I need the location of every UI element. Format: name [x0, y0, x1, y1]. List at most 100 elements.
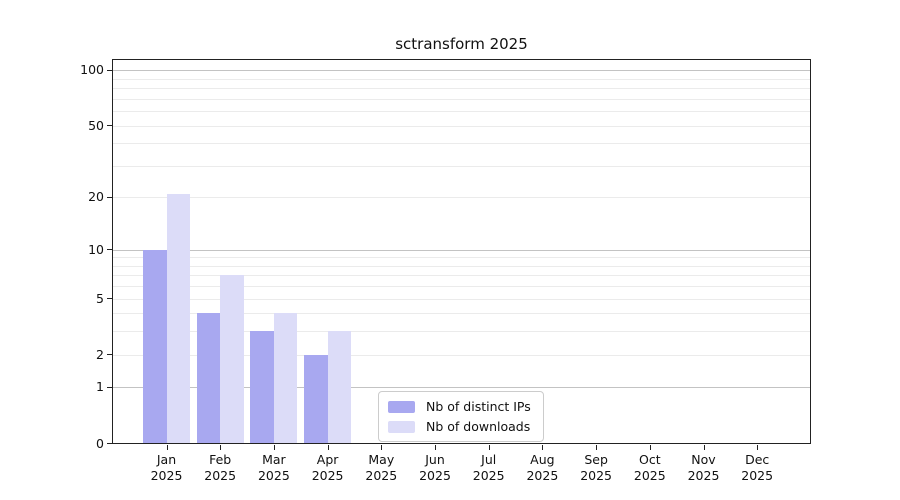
legend-entry: Nb of downloads: [388, 418, 531, 435]
legend-swatch: [388, 400, 415, 413]
bar: [250, 331, 274, 444]
x-tick-label: Sep 2025: [566, 452, 626, 484]
x-tick-mark: [273, 444, 275, 450]
legend-label: Nb of distinct IPs: [426, 399, 531, 414]
y-tick-label: 1: [96, 379, 104, 395]
x-tick-month: Jul: [481, 451, 497, 467]
legend: Nb of distinct IPs Nb of downloads: [378, 391, 544, 442]
minor-gridline: [112, 313, 811, 315]
x-tick-mark: [649, 444, 651, 450]
x-tick-month: Jun: [425, 451, 445, 467]
x-tick-label: Feb 2025: [190, 452, 250, 484]
bar: [220, 275, 244, 444]
x-tick-mark: [381, 444, 383, 450]
bar: [327, 331, 352, 444]
x-tick-month: Nov: [691, 451, 716, 467]
x-tick-label: Jul 2025: [459, 452, 519, 484]
y-tick-label: 100: [80, 62, 104, 78]
x-tick-label: Aug 2025: [512, 452, 572, 484]
x-tick-label: May 2025: [351, 452, 411, 484]
minor-gridline: [112, 331, 811, 333]
y-tick-mark: [107, 354, 112, 356]
chart-title: sctransform 2025: [395, 35, 528, 53]
legend-swatch: [388, 420, 415, 433]
minor-gridline: [112, 286, 811, 288]
bar: [304, 354, 328, 444]
y-tick-label: 20: [88, 189, 104, 205]
x-tick-mark: [596, 444, 598, 450]
x-tick-label: Dec 2025: [727, 452, 787, 484]
major-gridline: [112, 249, 811, 251]
x-tick-year: 2025: [580, 467, 612, 483]
y-tick-mark: [107, 443, 112, 444]
x-tick-year: 2025: [687, 467, 720, 483]
x-tick-month: Jan: [156, 451, 177, 467]
y-tick-mark: [107, 125, 112, 126]
x-tick-label: Apr 2025: [298, 452, 358, 484]
minor-gridline: [112, 165, 811, 167]
y-tick-label: 2: [96, 346, 104, 362]
x-tick-year: 2025: [257, 467, 290, 483]
x-tick-year: 2025: [633, 467, 666, 483]
minor-gridline: [112, 298, 811, 300]
x-tick-month: Mar: [262, 451, 286, 467]
plot-area: [112, 59, 811, 444]
x-tick-year: 2025: [311, 467, 344, 483]
y-tick-label: 10: [88, 241, 104, 257]
bar: [196, 313, 221, 444]
y-tick-label: 5: [96, 290, 104, 306]
minor-gridline: [112, 257, 811, 259]
bar: [273, 313, 298, 444]
x-tick-mark: [166, 444, 168, 450]
x-tick-label: Nov 2025: [674, 452, 734, 484]
minor-gridline: [112, 111, 811, 112]
y-tick-mark: [107, 249, 112, 250]
x-tick-month: Dec: [745, 451, 770, 467]
minor-gridline: [112, 265, 811, 267]
minor-gridline: [112, 125, 811, 127]
legend-label: Nb of downloads: [426, 419, 531, 434]
x-tick-mark: [488, 444, 490, 450]
x-tick-month: Apr: [316, 451, 339, 467]
minor-gridline: [112, 197, 811, 199]
y-tick-mark: [107, 386, 112, 388]
minor-gridline: [112, 98, 811, 100]
x-tick-label: Mar 2025: [244, 452, 304, 484]
x-tick-month: Feb: [209, 451, 232, 467]
x-tick-year: 2025: [419, 467, 451, 483]
y-tick-mark: [107, 69, 112, 71]
x-tick-year: 2025: [150, 467, 183, 483]
minor-gridline: [112, 78, 811, 80]
x-tick-year: 2025: [365, 467, 398, 483]
y-tick-mark: [107, 196, 112, 198]
y-tick-mark: [107, 298, 112, 300]
minor-gridline: [112, 143, 811, 145]
x-tick-mark: [435, 444, 436, 450]
minor-gridline: [112, 88, 811, 89]
x-tick-mark: [220, 444, 222, 450]
x-tick-mark: [703, 444, 705, 450]
bar: [143, 249, 167, 444]
y-tick-label: 50: [88, 117, 104, 133]
bar: [166, 193, 190, 444]
minor-gridline: [112, 275, 811, 277]
x-tick-year: 2025: [741, 467, 774, 483]
x-tick-month: Sep: [584, 451, 608, 467]
x-tick-year: 2025: [472, 467, 505, 483]
x-tick-month: Aug: [530, 451, 555, 467]
y-tick-label: 0: [96, 435, 104, 451]
x-tick-mark: [327, 444, 329, 450]
major-gridline: [112, 70, 811, 72]
x-tick-year: 2025: [526, 467, 559, 483]
x-tick-label: Jan 2025: [137, 452, 197, 484]
x-tick-mark: [757, 444, 759, 450]
x-tick-label: Oct 2025: [620, 452, 680, 484]
x-tick-year: 2025: [204, 467, 237, 483]
x-tick-month: Oct: [638, 451, 661, 467]
legend-entry: Nb of distinct IPs: [388, 398, 531, 415]
major-gridline: [112, 387, 811, 389]
x-tick-mark: [542, 444, 544, 450]
x-tick-month: May: [368, 451, 395, 467]
x-tick-label: Jun 2025: [405, 452, 465, 484]
